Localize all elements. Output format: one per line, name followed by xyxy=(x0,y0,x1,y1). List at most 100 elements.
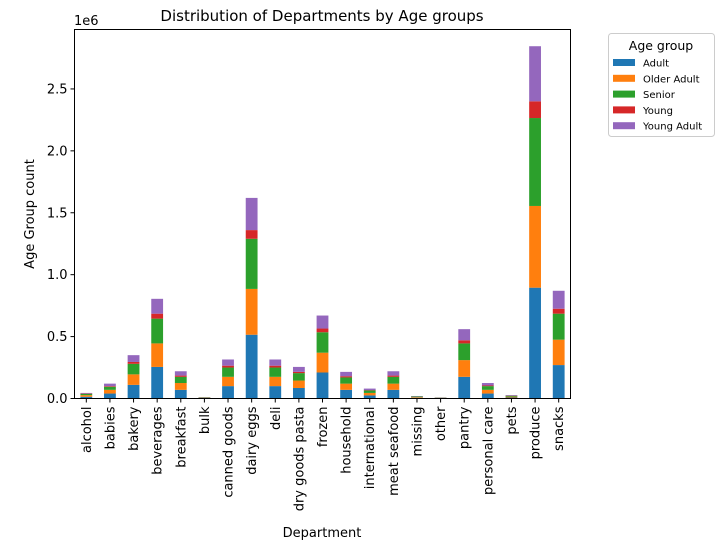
bar-segment xyxy=(174,375,187,377)
x-tick-label: snacks xyxy=(552,406,567,451)
bar-segment xyxy=(481,386,494,390)
bar-segment xyxy=(127,361,140,364)
x-tick-label: bakery xyxy=(127,406,142,451)
bar-segment xyxy=(104,389,116,394)
x-axis-title: Department xyxy=(283,526,362,541)
y-tick-label: 1.0 xyxy=(47,268,68,283)
x-tick-label: canned goods xyxy=(222,406,237,497)
bar-segment xyxy=(505,396,518,398)
bar-segment xyxy=(127,384,140,399)
legend-label: Older Adult xyxy=(643,74,700,85)
bar-segment xyxy=(174,389,187,399)
legend-title: Age group xyxy=(629,38,694,53)
x-tick-label: dry goods pasta xyxy=(292,407,307,512)
bar-segment xyxy=(292,387,305,399)
bar-segment xyxy=(269,365,282,368)
bar-segment xyxy=(529,101,541,119)
bar-segment xyxy=(222,359,234,366)
bar-segment xyxy=(387,376,400,384)
bar-segment xyxy=(104,386,116,387)
x-tick-label: international xyxy=(363,407,378,490)
bar-segment xyxy=(411,397,423,398)
x-tick-label: beverages xyxy=(151,406,166,475)
y-tick-label: 2.0 xyxy=(47,144,68,159)
bar-segment xyxy=(292,380,305,388)
bar-segment xyxy=(174,376,187,384)
y-tick-label: 0.0 xyxy=(47,392,68,407)
bar-segment xyxy=(340,377,353,384)
legend-label: Adult xyxy=(643,59,669,70)
bar-segment xyxy=(458,343,471,361)
bar-segment xyxy=(481,389,494,394)
bar-segment xyxy=(80,395,93,397)
legend: Age group Adult Older Adult Senior Young You… xyxy=(608,33,715,137)
bar-segment xyxy=(104,393,116,399)
bar-segment xyxy=(151,318,164,344)
bar-segment xyxy=(387,375,400,377)
x-tick-label: bulk xyxy=(198,406,213,434)
x-tick-label: pets xyxy=(505,406,520,434)
bar-segment xyxy=(505,395,518,397)
bar-segment xyxy=(458,376,471,399)
x-tick-label: alcohol xyxy=(80,407,95,453)
y-tick-label: 2.5 xyxy=(47,82,68,97)
bar-segment xyxy=(127,355,140,362)
bar-segment xyxy=(316,315,329,329)
x-tick-label: missing xyxy=(410,407,425,457)
bar-segment xyxy=(387,383,400,390)
bar-segment xyxy=(552,308,565,314)
bar-segment xyxy=(552,339,565,366)
bar-segment xyxy=(269,386,282,399)
bar-segment xyxy=(151,298,164,314)
legend-swatch xyxy=(613,59,635,66)
bar-segment xyxy=(458,340,471,344)
x-tick-label: meat seafood xyxy=(387,407,402,496)
bar-segment xyxy=(316,372,329,399)
x-tick-label: breakfast xyxy=(174,407,189,468)
bar-segment xyxy=(316,328,329,333)
y-tick-label: 1.5 xyxy=(47,206,68,221)
bar-segment xyxy=(245,334,258,399)
bar-segment xyxy=(245,288,258,335)
y-axis-offset-label: 1e6 xyxy=(74,14,99,29)
bar-segment xyxy=(151,366,164,399)
bar-segment xyxy=(552,365,565,399)
x-tick-label: babies xyxy=(103,406,118,449)
bar-segment xyxy=(316,332,329,353)
x-tick-label: dairy eggs xyxy=(245,406,260,475)
bar-segment xyxy=(458,360,471,377)
bar-segment xyxy=(529,287,541,399)
bar-segment xyxy=(552,313,565,340)
bar-segment xyxy=(127,363,140,375)
bar-segment xyxy=(505,395,518,396)
bar-segment xyxy=(222,386,234,399)
x-tick-label: other xyxy=(434,406,449,441)
bar-segment xyxy=(174,371,187,376)
bar-segment xyxy=(340,371,353,377)
bar-segment xyxy=(222,376,234,387)
legend-swatch xyxy=(613,74,635,82)
x-tick-label: deli xyxy=(269,407,284,430)
chart-title: Distribution of Departments by Age group… xyxy=(160,7,483,25)
bar-segment xyxy=(174,383,187,390)
x-axis: alcohol babies bakery beverages breakfast bul… xyxy=(80,398,567,512)
bar-segment xyxy=(269,367,282,377)
bar-segment xyxy=(481,385,494,387)
x-tick-label: pantry xyxy=(458,406,473,449)
bar-segment xyxy=(269,359,282,366)
bar-segment xyxy=(80,393,93,396)
bar-segment xyxy=(363,390,376,393)
bar-segment xyxy=(411,396,423,398)
bar-segment xyxy=(387,389,400,399)
bar-segment xyxy=(363,395,376,399)
bar-segment xyxy=(529,205,541,288)
bar-segment xyxy=(222,365,234,368)
bar-segment xyxy=(363,388,376,391)
bar-segment xyxy=(340,383,353,390)
bar-segment xyxy=(481,383,494,386)
legend-swatch xyxy=(613,90,635,98)
bar-segment xyxy=(80,392,93,394)
legend-swatch xyxy=(613,106,635,114)
bar-segment xyxy=(292,373,305,381)
